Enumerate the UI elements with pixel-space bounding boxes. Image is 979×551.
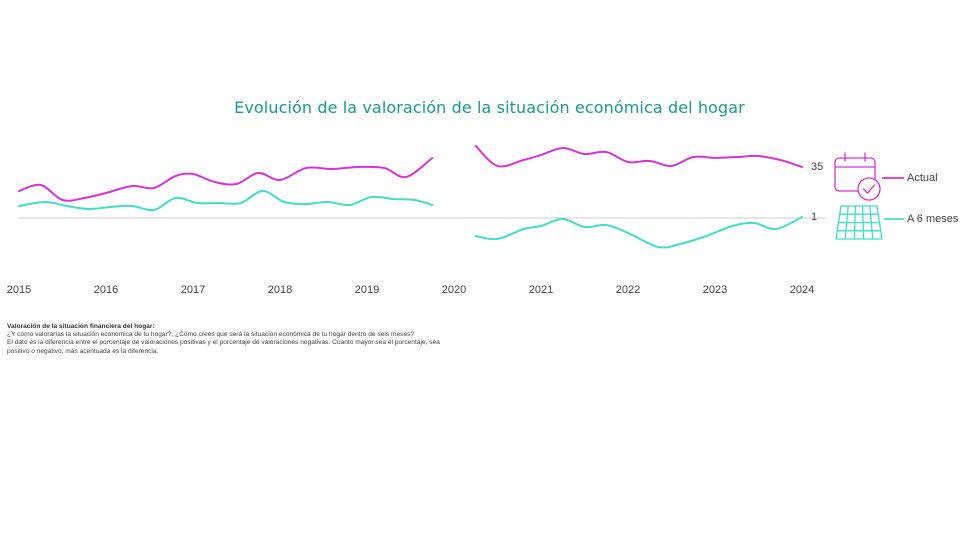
chart-title: Evolución de la valoración de la situaci…	[234, 98, 745, 117]
x-tick-label: 2017	[181, 284, 205, 296]
series-line-actual-segment-2	[474, 145, 803, 168]
legend-actual-label: Actual	[907, 172, 938, 184]
series-line-a-6-meses-segment-1	[18, 189, 434, 212]
legend-future-label: A 6 meses	[907, 213, 959, 225]
series-line-actual-segment-1	[18, 157, 434, 202]
series-line-a-6-meses-segment-2	[474, 216, 803, 249]
footnote-line: ¿Y cómo valorarías la situación económic…	[7, 331, 415, 339]
x-tick-label: 2019	[355, 284, 379, 296]
x-tick-label: 2015	[7, 284, 31, 296]
calendar-check-icon	[834, 152, 881, 201]
end-value-label: 35	[811, 161, 823, 173]
footnote-line: El dato es la diferencia entre el porcen…	[7, 339, 440, 347]
series-layer	[18, 145, 803, 249]
footnote-line: positivo o negativo, más acentuada es la…	[7, 347, 159, 355]
x-tick-label: 2016	[94, 284, 118, 296]
x-axis-ticks: 2015 2016 2017 2018 2019 2020 2021 2022 2023 2024	[7, 284, 814, 296]
x-tick-label: 2024	[790, 284, 814, 296]
x-tick-label: 2020	[442, 284, 466, 296]
x-tick-label: 2023	[703, 284, 727, 296]
x-tick-label: 2021	[529, 284, 553, 296]
end-labels: 35 1	[811, 161, 823, 223]
calendar-grid-icon	[835, 205, 883, 240]
x-tick-label: 2022	[616, 284, 640, 296]
x-tick-label: 2018	[268, 284, 292, 296]
footnote: Valoración de la situación financiera de…	[7, 323, 547, 356]
end-value-label: 1	[811, 211, 817, 223]
footnote-heading: Valoración de la situación financiera de…	[7, 323, 155, 330]
